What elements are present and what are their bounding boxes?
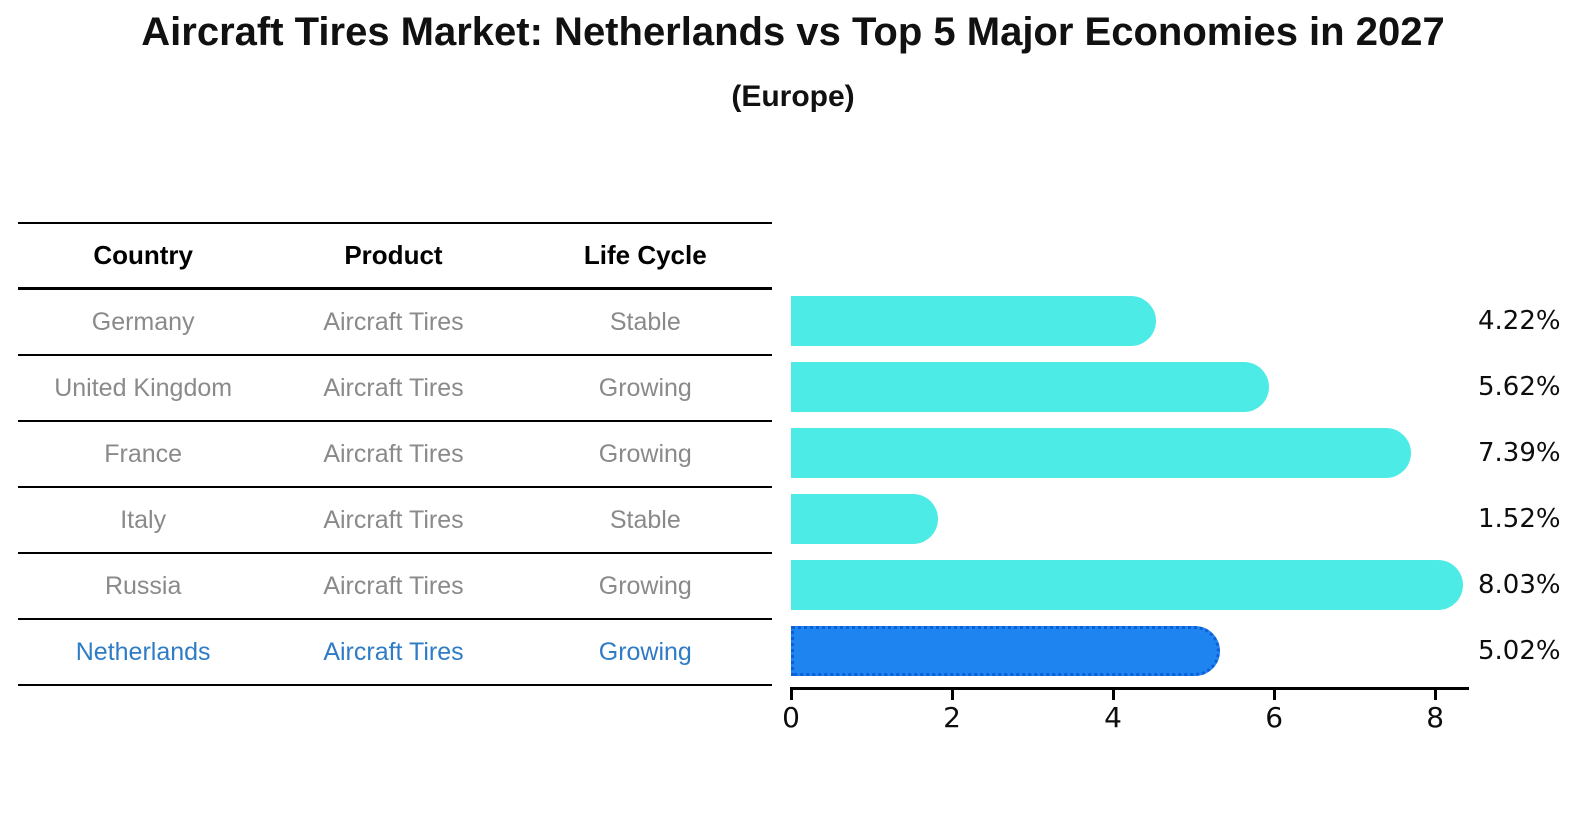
- x-axis-tick-label: 0: [782, 701, 800, 734]
- bar-value-label: 5.62%: [1478, 372, 1561, 402]
- table-row: France Aircraft Tires Growing: [18, 422, 772, 488]
- x-axis-tick-label: 8: [1426, 701, 1445, 734]
- cell-life-cycle: Stable: [609, 505, 681, 534]
- cell-product: Aircraft Tires: [323, 373, 464, 402]
- cell-product: Aircraft Tires: [323, 571, 464, 600]
- bar-value-label: 7.39%: [1478, 438, 1561, 468]
- bar-value-label: 1.52%: [1478, 504, 1561, 534]
- cell-product: Aircraft Tires: [323, 439, 464, 468]
- x-axis-tick-mark: [951, 687, 955, 700]
- cell-country: Netherlands: [75, 637, 211, 666]
- cell-product: Aircraft Tires: [323, 505, 464, 534]
- table-row: Russia Aircraft Tires Growing: [18, 554, 772, 620]
- cell-country: France: [104, 439, 183, 468]
- bar-united-kingdom: [791, 362, 1269, 412]
- bar-netherlands: [791, 626, 1220, 676]
- x-axis-tick-mark: [790, 687, 793, 700]
- bar-italy: [791, 494, 938, 544]
- x-axis-tick-label: 2: [943, 701, 961, 734]
- bar-russia: [791, 560, 1463, 610]
- x-axis-tick-mark: [1112, 687, 1116, 700]
- cell-life-cycle: Growing: [598, 439, 692, 468]
- cell-life-cycle: Growing: [598, 571, 692, 600]
- x-axis-tick-mark: [1273, 687, 1277, 700]
- cell-life-cycle: Growing: [598, 637, 692, 666]
- column-header-life-cycle: Life Cycle: [583, 240, 707, 270]
- bar-value-label: 8.03%: [1478, 570, 1561, 600]
- table-row: United Kingdom Aircraft Tires Growing: [18, 356, 772, 422]
- data-table: Country Product Life Cycle Germany Aircra…: [18, 222, 772, 686]
- cell-product: Aircraft Tires: [323, 307, 464, 336]
- bar-value-label: 4.22%: [1478, 306, 1561, 336]
- bar-france: [791, 428, 1411, 478]
- cell-country: Germany: [91, 307, 195, 336]
- bar-value-label: 5.02%: [1478, 636, 1561, 666]
- cell-country: Russia: [104, 571, 182, 600]
- column-header-product: Product: [344, 240, 443, 270]
- table-row: Italy Aircraft Tires Stable: [18, 488, 772, 554]
- cell-life-cycle: Stable: [609, 307, 681, 336]
- x-axis-line: [791, 687, 1469, 690]
- x-axis-tick-label: 6: [1265, 701, 1284, 734]
- bar-germany: [791, 296, 1156, 346]
- x-axis-tick-label: 4: [1104, 701, 1122, 734]
- chart-title: Aircraft Tires Market: Netherlands vs To…: [141, 10, 1445, 54]
- table-body: Germany Aircraft Tires Stable United Kingdo…: [18, 290, 772, 686]
- cell-country: United Kingdom: [54, 373, 233, 402]
- table-header-row: Country Product Life Cycle: [18, 224, 772, 290]
- cell-product: Aircraft Tires: [323, 637, 464, 666]
- x-axis-tick-mark: [1434, 687, 1438, 700]
- table-row: Germany Aircraft Tires Stable: [18, 290, 772, 356]
- table-row: Netherlands Aircraft Tires Growing: [18, 620, 772, 686]
- cell-country: Italy: [120, 505, 167, 534]
- column-header-country: Country: [93, 240, 193, 270]
- cell-life-cycle: Growing: [598, 373, 692, 402]
- chart-subtitle: (Europe): [731, 80, 855, 113]
